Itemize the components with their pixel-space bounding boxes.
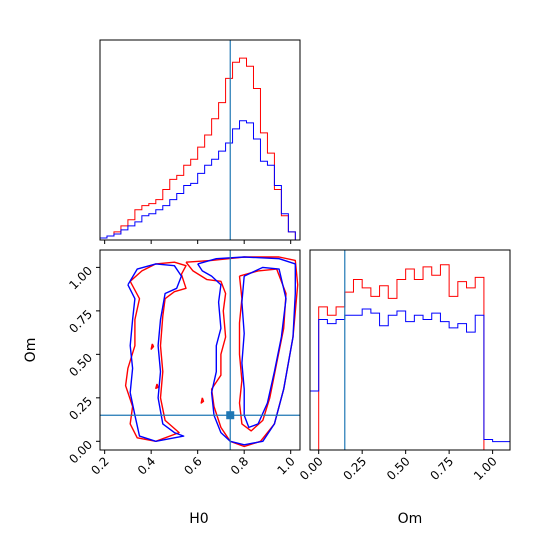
h0-axis-tick-label-2: 0.6 xyxy=(181,454,204,477)
om-axis-tick-label-1: 0.25 xyxy=(341,454,370,483)
h0-axis-tick-label-3: 0.8 xyxy=(228,454,251,477)
contour-red-3 xyxy=(150,343,155,350)
om-yaxis-tick-label-3: 0.75 xyxy=(66,307,95,336)
contour-blue-1 xyxy=(127,263,185,442)
om-yaxis-tick-label-2: 0.50 xyxy=(66,351,95,380)
h0-om-contour-panel: 0.2 0.4 0.6 0.8 1.0 0.00 0.25 0.50 0.75 1.00 xyxy=(66,249,301,478)
h0-axis-tick-label-1: 0.4 xyxy=(135,454,158,477)
om-axis-tick-label-4: 1.00 xyxy=(471,454,500,483)
om-histogram-panel: 0.00 0.25 0.50 0.75 1.00 xyxy=(297,249,511,483)
x-axis-label-h0: H0 xyxy=(189,511,208,527)
contour-blue-2 xyxy=(241,266,287,429)
h0-histogram-frame xyxy=(99,39,301,241)
contour-frame xyxy=(99,249,301,451)
om-histogram-blue xyxy=(309,308,511,450)
h0-histogram-blue xyxy=(99,120,296,240)
contour-red-1 xyxy=(124,261,187,442)
om-axis-tick-label-3: 0.75 xyxy=(427,454,456,483)
contour-red-5 xyxy=(155,383,159,389)
x-axis-label-om: Om xyxy=(398,511,423,527)
truth-marker xyxy=(226,411,235,420)
y-axis-label-om: Om xyxy=(23,338,39,363)
contour-red-4 xyxy=(200,397,205,404)
om-yaxis-tick-label-4: 1.00 xyxy=(66,264,95,293)
om-yaxis-tick-label-0: 0.00 xyxy=(66,438,95,467)
om-axis-tick-label-2: 0.50 xyxy=(384,454,413,483)
axis-labels: H0 Om Om xyxy=(23,338,422,527)
h0-axis-tick-label-0: 0.2 xyxy=(88,454,111,477)
om-histogram-frame xyxy=(309,249,511,451)
contour-red-0 xyxy=(185,256,299,448)
om-yaxis-tick-label-1: 0.25 xyxy=(66,394,95,423)
h0-histogram-panel xyxy=(99,39,301,244)
om-axis-tick-label-0: 0.00 xyxy=(297,454,326,483)
h0-axis-tick-label-4: 1.0 xyxy=(274,454,297,477)
h0-histogram-red xyxy=(99,57,296,240)
om-histogram-red xyxy=(310,264,510,451)
contour-blue-0 xyxy=(197,256,296,446)
